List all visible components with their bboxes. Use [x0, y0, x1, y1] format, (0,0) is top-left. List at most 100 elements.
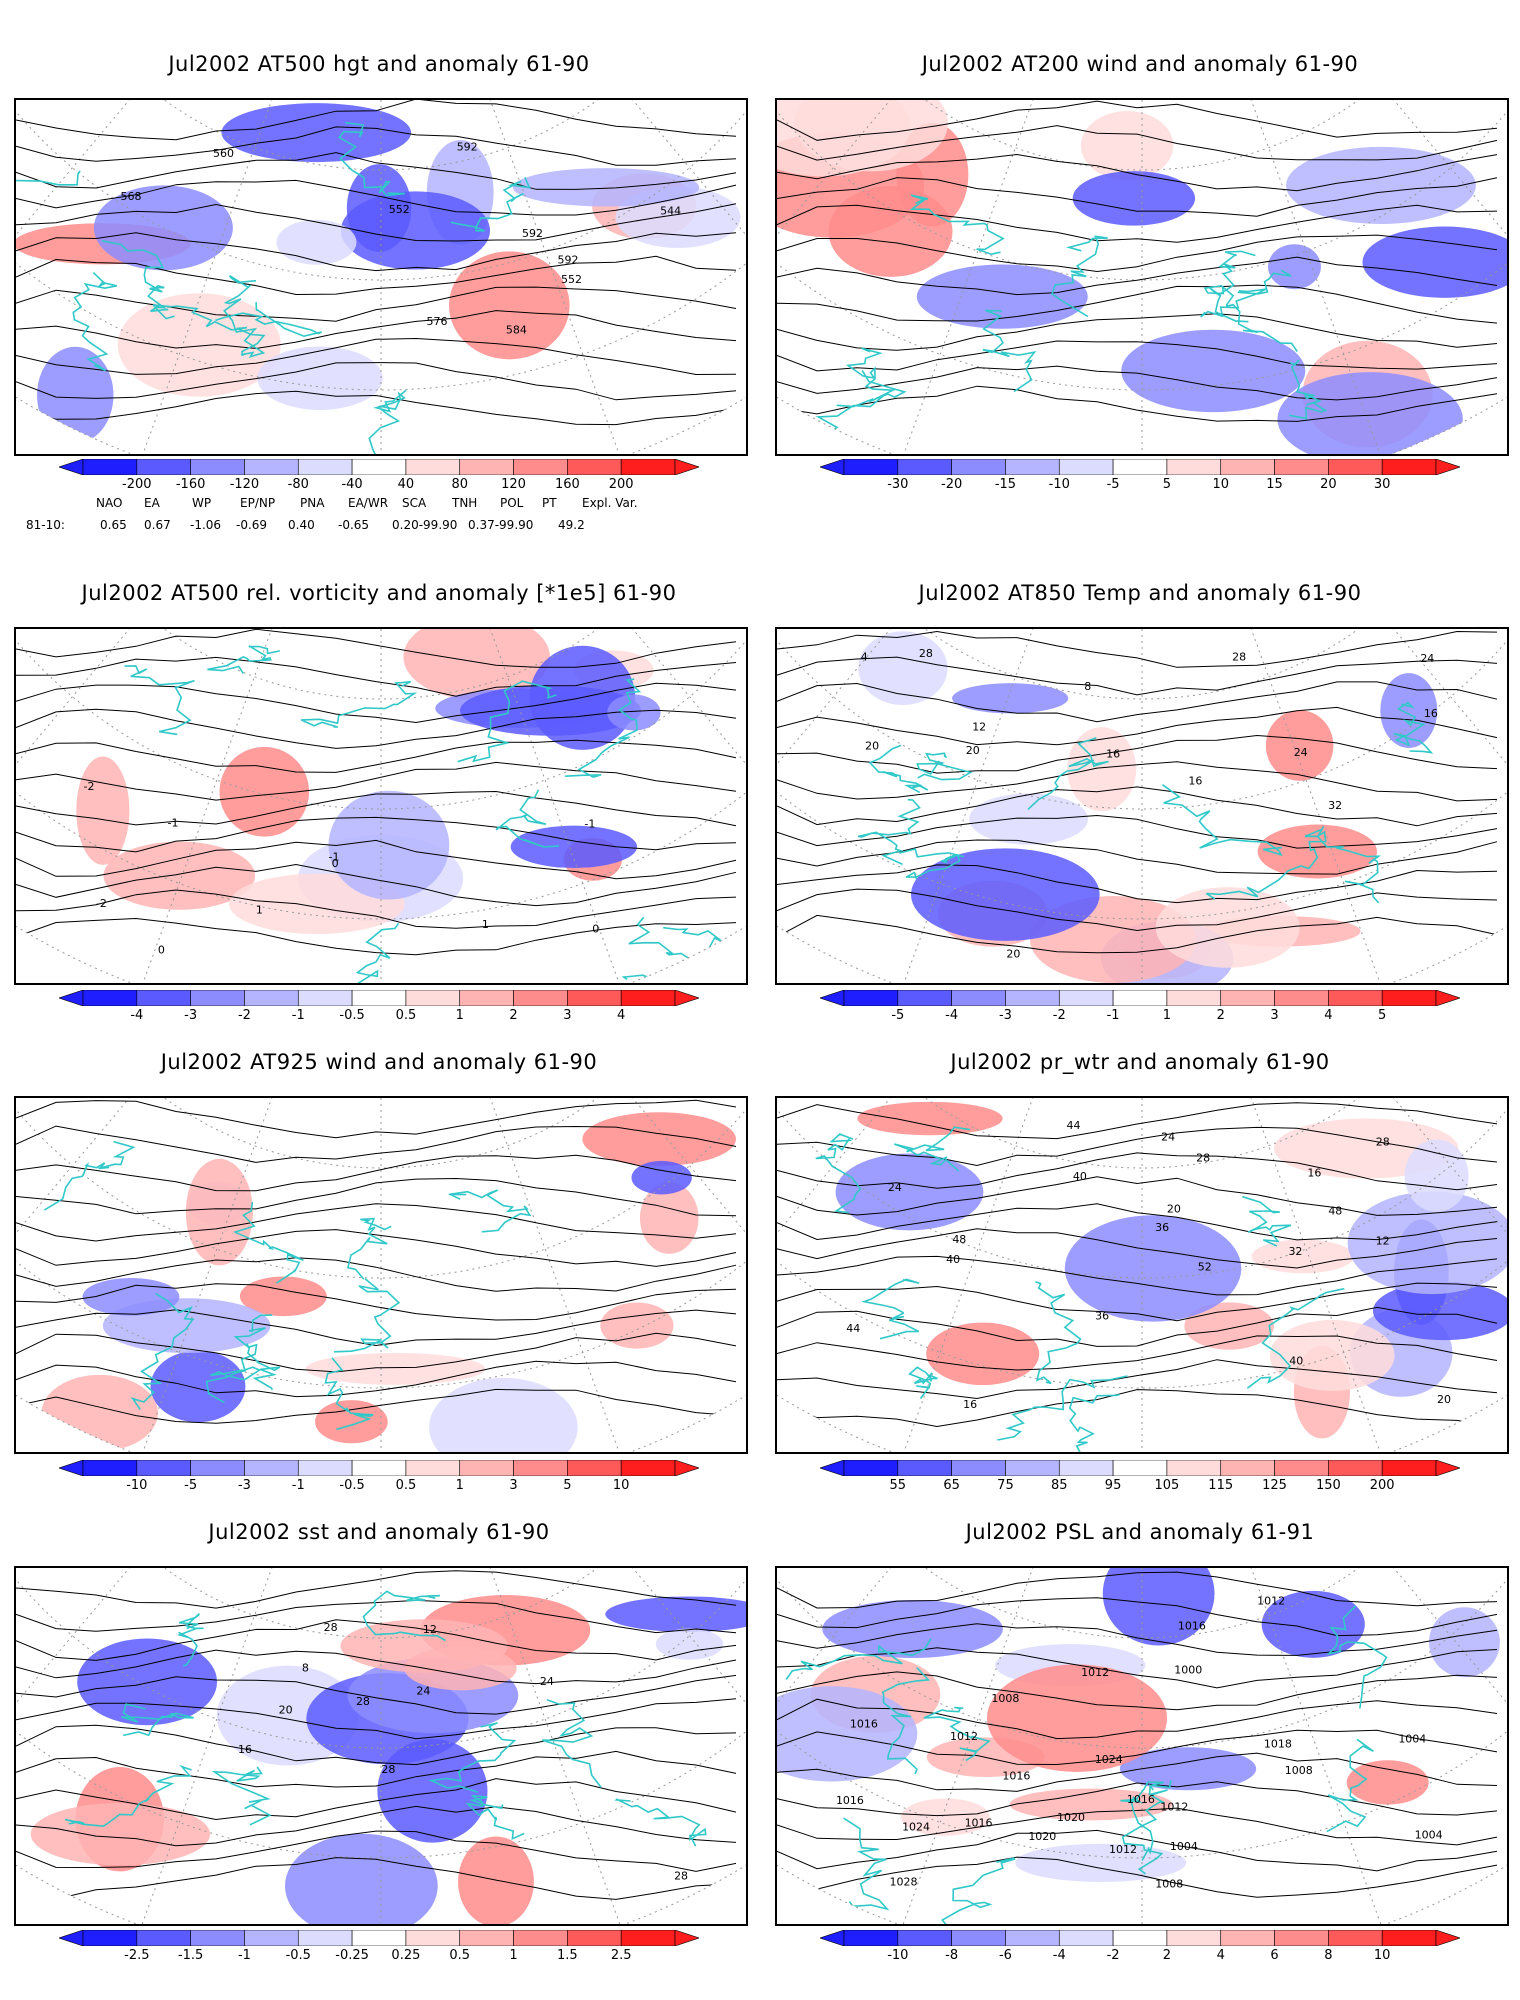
coastline — [614, 1798, 707, 1847]
contour-line — [16, 1360, 737, 1398]
color-bar-segment — [244, 1460, 299, 1476]
anomaly-shade — [276, 219, 357, 265]
contour-label: 12 — [972, 721, 986, 734]
contour-label: -1 — [328, 851, 339, 864]
color-bar-tick-label: -0.5 — [339, 1008, 365, 1023]
contour-line — [777, 234, 1498, 273]
coastline — [16, 170, 81, 221]
contour-label: 40 — [1289, 1354, 1303, 1367]
color-bar-segment — [1058, 1460, 1114, 1476]
color-bar-tick-label: -3 — [237, 1478, 251, 1493]
contour-line — [16, 1649, 737, 1685]
anomaly-shade — [1080, 111, 1174, 181]
color-bar-min-arrow — [59, 990, 84, 1006]
color-bar-segment — [843, 990, 899, 1006]
color-bar-tick-label: -2 — [1106, 1948, 1120, 1963]
coastline — [355, 922, 400, 983]
color-bar-segment — [897, 1460, 952, 1476]
contour-label: 28 — [1232, 651, 1246, 664]
color-bar-tick-label: -2 — [237, 1008, 251, 1023]
contour-label: 24 — [1420, 652, 1434, 665]
contour-line — [777, 1126, 1498, 1167]
color-bar-tick-label: 6 — [1270, 1948, 1279, 1963]
anomaly-shade — [219, 746, 310, 837]
color-bar-tick-label: 40 — [397, 477, 415, 492]
index-name: WP — [192, 496, 212, 510]
color-bar — [59, 990, 699, 1006]
color-bar-segment — [351, 990, 407, 1006]
coastline — [1205, 825, 1327, 900]
contour-line — [777, 630, 1498, 668]
anomaly-shade — [429, 1377, 578, 1452]
color-bar-labels: -10 -5 -3 -1 -0.5 0.5 1 3 5 10 — [59, 1478, 699, 1494]
index-name: EA — [144, 496, 160, 510]
contour-label: -1 — [168, 817, 179, 830]
coastline — [785, 369, 907, 452]
anomaly-shade — [315, 1400, 388, 1444]
color-bar-min-arrow — [820, 1930, 845, 1946]
color-bar-tick-label: -10 — [126, 1478, 148, 1493]
color-bar-segment — [351, 1460, 407, 1476]
color-bar-segment — [567, 1460, 622, 1476]
index-name: POL — [500, 496, 524, 510]
color-bar-tick-label: -5 — [1106, 477, 1120, 492]
contour-line — [777, 1203, 1498, 1241]
color-bar-segment — [1274, 1930, 1329, 1946]
color-bar-tick-label: -20 — [941, 477, 963, 492]
color-bar-tick-label: -80 — [287, 477, 309, 492]
color-bar-tick-label: 10 — [612, 1478, 630, 1493]
color-bar-segment — [620, 1930, 676, 1946]
color-bar-min-arrow — [59, 1460, 84, 1476]
color-bar-tick-label: -6 — [998, 1948, 1012, 1963]
anomaly-shade — [30, 1803, 211, 1866]
contour-line — [16, 917, 737, 956]
coastline — [1208, 250, 1256, 323]
coastline — [233, 1314, 281, 1391]
contour-line — [777, 125, 1498, 161]
contour-label: 568 — [121, 190, 142, 203]
coastline — [457, 680, 557, 763]
index-value: 0.65 — [100, 518, 127, 532]
color-bar-segment — [1220, 459, 1275, 475]
contour-line — [16, 682, 737, 724]
color-bar-tick-label: -5 — [184, 1478, 198, 1493]
panel-title: Jul2002 AT925 wind and anomaly 61-90 — [160, 1050, 598, 1074]
contour-label: 16 — [1307, 1167, 1321, 1180]
coastline — [428, 1722, 517, 1794]
contour-label: 44 — [846, 1322, 860, 1335]
coastline — [836, 347, 896, 408]
panel-title: Jul2002 pr_wtr and anomaly 61-90 — [950, 1050, 1330, 1074]
contour-label: 1016 — [1002, 1770, 1030, 1783]
contour-line — [16, 1177, 737, 1217]
color-bar-segment — [1005, 990, 1060, 1006]
contour-label: 1012 — [1257, 1594, 1285, 1607]
anomaly-shade — [76, 756, 130, 865]
meridian-line — [777, 629, 1143, 680]
color-bar-tick-label: -10 — [1048, 477, 1070, 492]
color-bar-tick-label: -5 — [891, 1008, 905, 1023]
contour-line — [16, 1778, 737, 1821]
color-bar-tick-label: -30 — [887, 477, 909, 492]
color-bar-tick-label: 4 — [1324, 1008, 1333, 1023]
color-bar-segment — [1328, 459, 1383, 475]
coastline — [333, 1278, 401, 1353]
contour-line — [777, 864, 1498, 904]
color-bar-tick-label: 20 — [1320, 477, 1337, 492]
contour-line — [777, 1807, 1498, 1846]
coastline — [861, 1278, 920, 1340]
anomaly-shade — [605, 1596, 746, 1632]
meridian-line — [380, 1568, 621, 1924]
contour-label: 1020 — [1057, 1811, 1085, 1824]
contour-line — [777, 1571, 1498, 1609]
meridian-line — [1141, 1098, 1382, 1452]
color-bar — [820, 1930, 1460, 1946]
color-bar-segment — [1166, 1930, 1222, 1946]
contour-label: 592 — [457, 140, 478, 153]
coastline — [982, 309, 1037, 393]
coastline — [1035, 1281, 1082, 1385]
contour-label: 1012 — [950, 1730, 978, 1743]
contour-label: 28 — [1376, 1135, 1390, 1148]
contour-line — [16, 390, 737, 426]
coastline — [916, 752, 973, 781]
coastline — [176, 1612, 204, 1667]
